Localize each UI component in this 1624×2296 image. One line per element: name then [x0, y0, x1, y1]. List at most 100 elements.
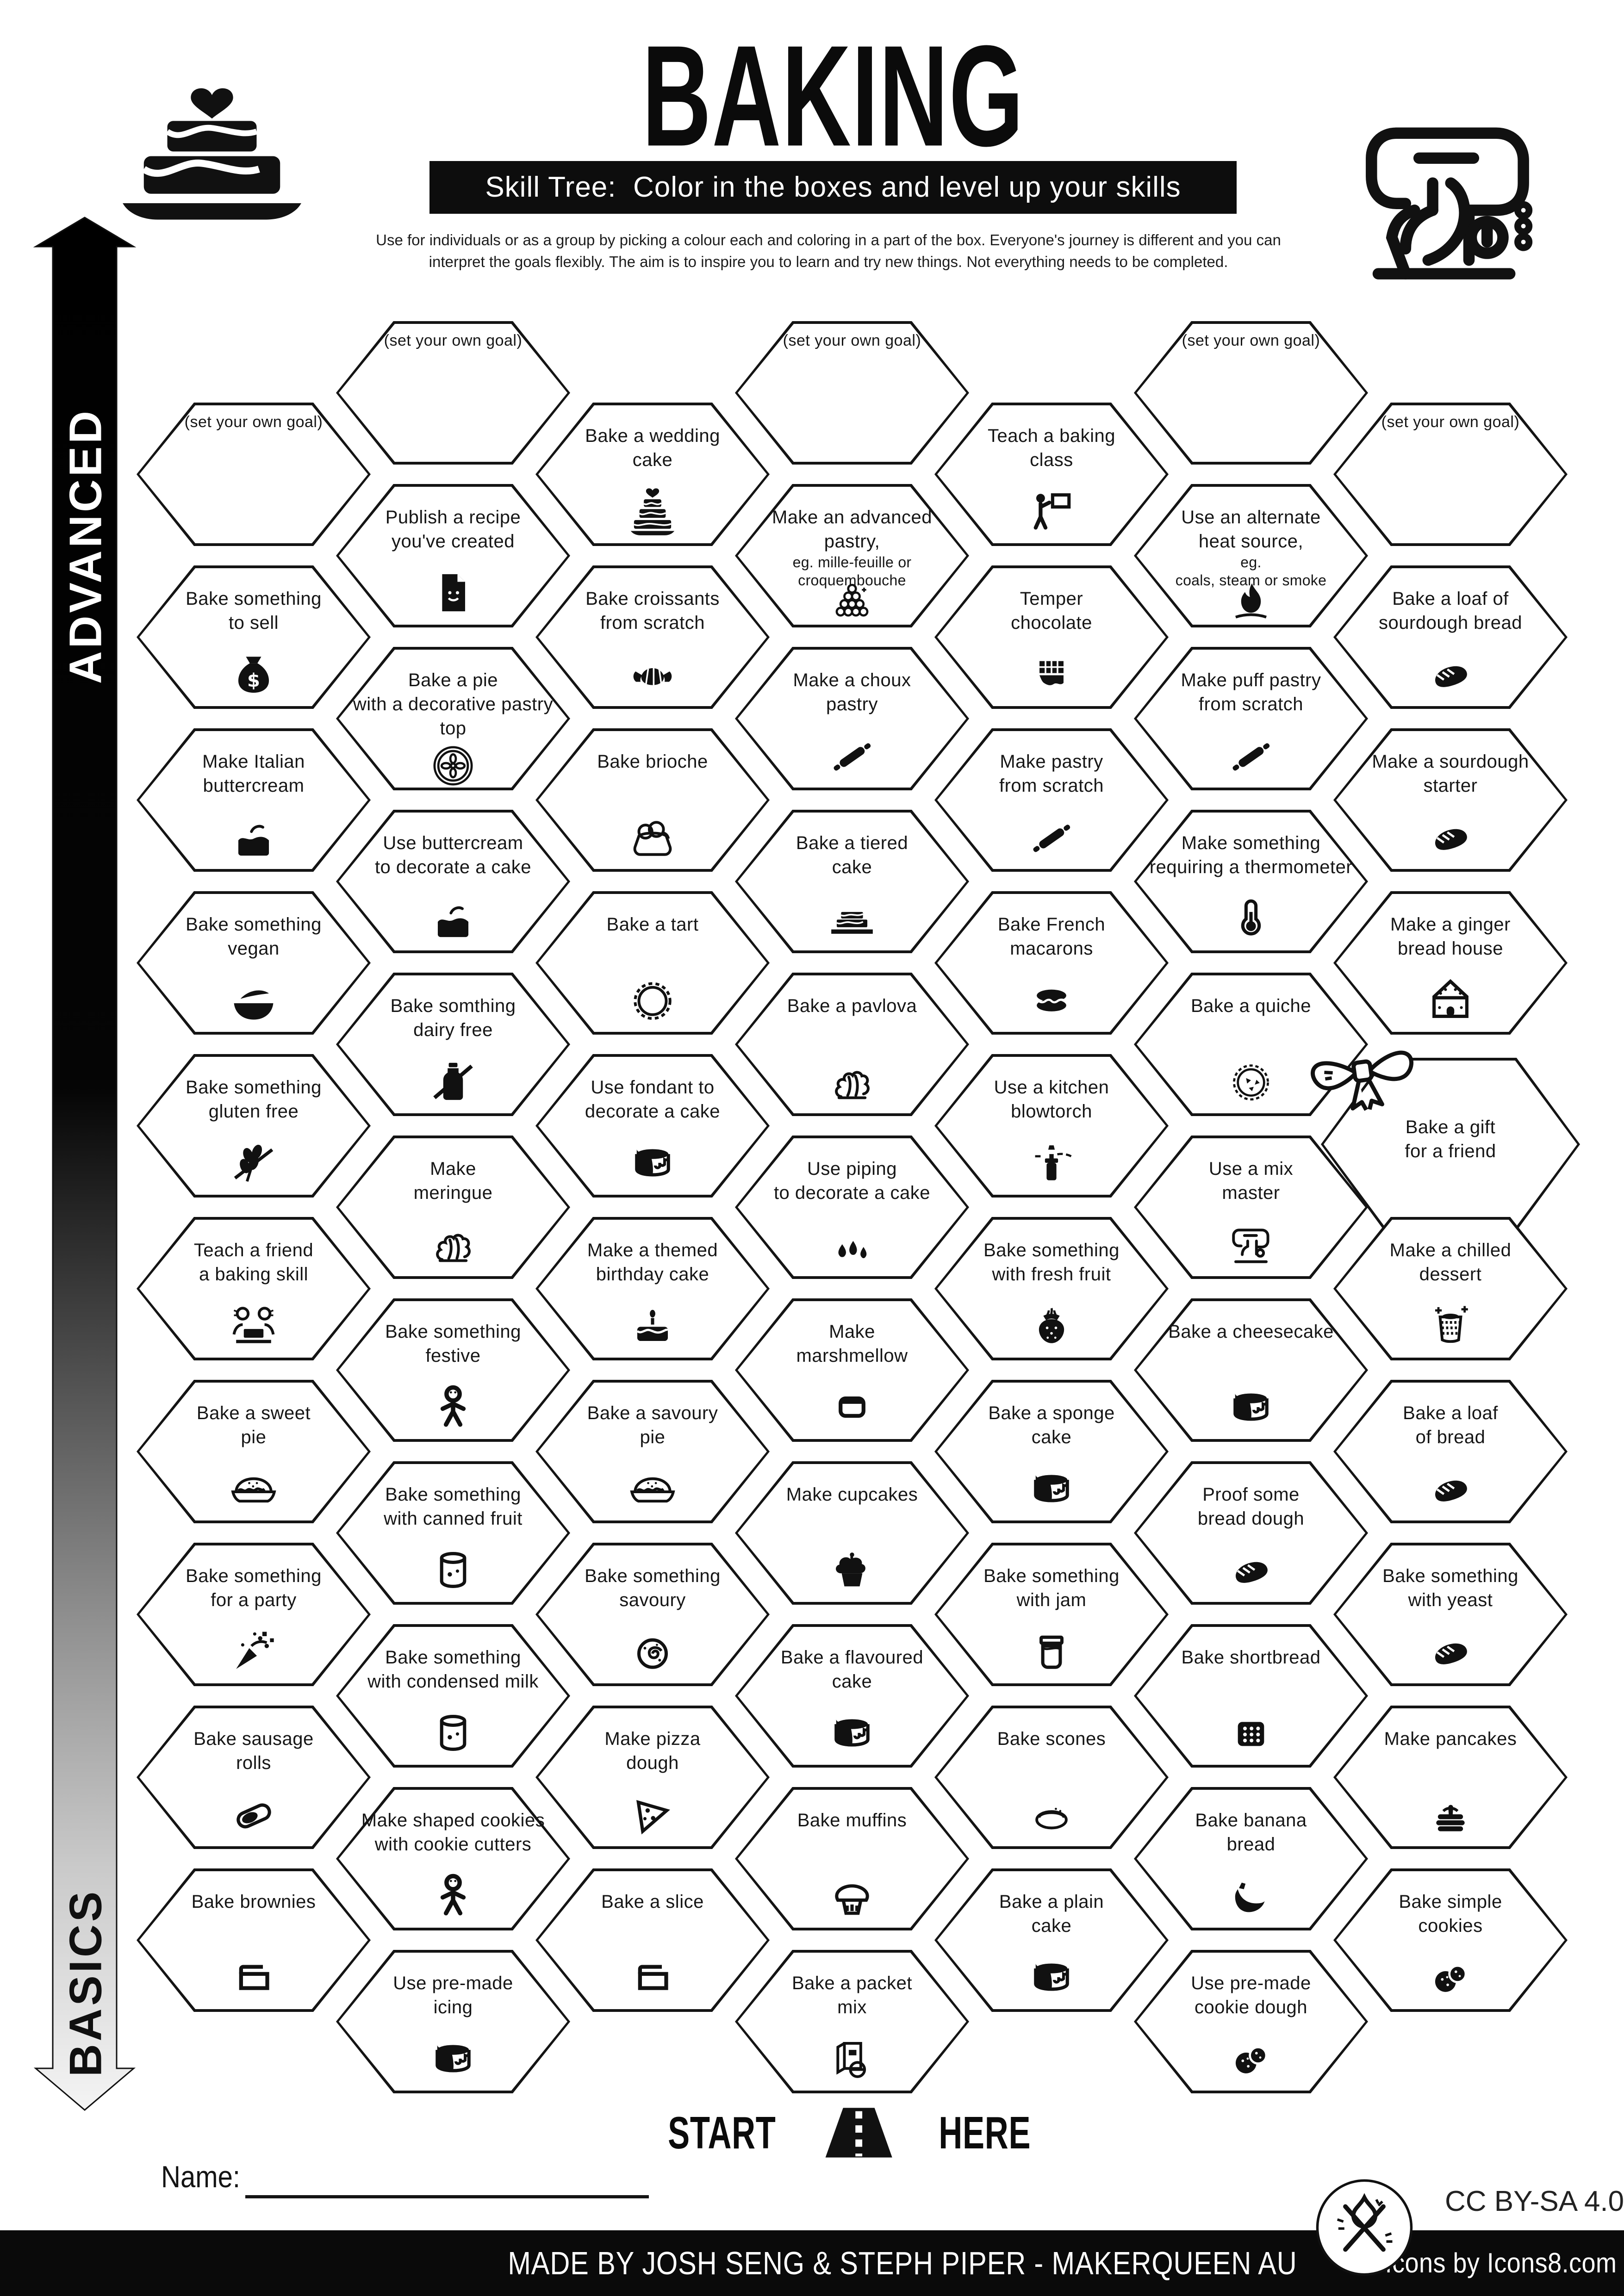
hex-text: Make a sourdough starter	[1333, 750, 1568, 798]
hex-bake-somthing-dairy-free[interactable]: Bake somthing dairy free	[336, 973, 570, 1116]
hex-fill	[538, 731, 767, 869]
hex-use-pre-made-icing[interactable]: Use pre-made icing	[336, 1950, 570, 2093]
hex-make-cupcakes[interactable]: Make cupcakes	[735, 1461, 969, 1605]
hex-make-puff-pastry-from-scratch[interactable]: Make puff pastry from scratch	[1134, 647, 1368, 790]
hex-bake-french-macarons[interactable]: Bake French macarons	[934, 891, 1169, 1035]
party-popper-icon	[226, 1624, 281, 1679]
hex-proof-some-bread-dough[interactable]: Proof some bread dough	[1134, 1461, 1368, 1605]
hex-text: Use piping to decorate a cake	[735, 1157, 969, 1205]
hex-bake-a-loaf-of-sourdough-bread[interactable]: Bake a loaf of sourdough bread	[1333, 565, 1568, 709]
hex-make-a-themed-birthday-cake[interactable]: Make a themed birthday cake	[535, 1217, 770, 1360]
hex-use-an-alternate-heat-source[interactable]: Use an alternate heat source, eg. coals, …	[1134, 484, 1368, 627]
hex-bake-simple-cookies[interactable]: Bake simple cookies	[1333, 1868, 1568, 2012]
hex-bake-a-gift-for-a-friend[interactable]: Bake a gift for a friend	[1311, 1050, 1580, 1231]
hex-bake-something-with-yeast[interactable]: Bake something with yeast	[1333, 1543, 1568, 1686]
chocolate-bar-icon	[1024, 647, 1079, 701]
hex-bake-something-with-canned-fruit[interactable]: Bake something with canned fruit	[336, 1461, 570, 1605]
hex-bake-a-flavoured-cake[interactable]: Bake a flavoured cake	[735, 1624, 969, 1768]
hex-make-something-requiring-a-thermometer[interactable]: Make something requiring a thermometer	[1134, 810, 1368, 953]
hex-make-shaped-cookies-with-cookie-cutters[interactable]: Make shaped cookies with cookie cutters	[336, 1787, 570, 1930]
hex-label: Bake something savoury	[585, 1566, 721, 1610]
hex-use-buttercream-to-decorate-a-cake[interactable]: Use buttercream to decorate a cake	[336, 810, 570, 953]
hex-set-your-own-goal[interactable]: (set your own goal)	[1333, 403, 1568, 546]
hex-text: Bake banana bread	[1134, 1808, 1368, 1856]
hex-bake-a-pie-with-a-decorative-pastry-top[interactable]: Bake a pie with a decorative pastry top	[336, 647, 570, 790]
canned-food-icon	[426, 1706, 480, 1760]
hex-bake-a-packet-mix[interactable]: Bake a packet mix	[735, 1950, 969, 2093]
hex-use-pre-made-cookie-dough[interactable]: Use pre-made cookie dough	[1134, 1950, 1368, 2093]
hex-label: Bake something with condensed milk	[367, 1647, 539, 1692]
hex-bake-something-festive[interactable]: Bake something festive	[336, 1298, 570, 1442]
hex-use-a-mix-master[interactable]: Use a mix master	[1134, 1136, 1368, 1279]
hex-bake-something-vegan[interactable]: Bake something vegan	[137, 891, 371, 1035]
cookies-icon	[1224, 2031, 1278, 2086]
pizza-slice-icon	[625, 1787, 680, 1842]
hex-bake-shortbread[interactable]: Bake shortbread	[1134, 1624, 1368, 1768]
hex-make-a-sourdough-starter[interactable]: Make a sourdough starter	[1333, 728, 1568, 872]
hex-use-fondant-to-decorate-a-cake[interactable]: Use fondant to decorate a cake	[535, 1054, 770, 1198]
hex-set-your-own-goal[interactable]: (set your own goal)	[1134, 321, 1368, 465]
hex-bake-something-savoury[interactable]: Bake something savoury	[535, 1543, 770, 1686]
hex-bake-a-cheesecake[interactable]: Bake a cheesecake	[1134, 1298, 1368, 1442]
hex-bake-a-sweet-pie[interactable]: Bake a sweet pie	[137, 1380, 371, 1523]
hex-use-piping-to-decorate-a-cake[interactable]: Use piping to decorate a cake	[735, 1136, 969, 1279]
hex-set-your-own-goal[interactable]: (set your own goal)	[137, 403, 371, 546]
hex-label: Bake something festive	[385, 1322, 521, 1366]
poster-subtitle: Skill Tree: Color in the boxes and level…	[485, 171, 1181, 203]
hex-make-italian-buttercream[interactable]: Make Italian buttercream	[137, 728, 371, 872]
hex-bake-muffins[interactable]: Bake muffins	[735, 1787, 969, 1930]
hex-make-an-advanced-pastry[interactable]: Make an advanced pastry, eg. mille-feuill…	[735, 484, 969, 627]
hex-bake-something-with-jam[interactable]: Bake something with jam	[934, 1543, 1169, 1686]
hex-text: Bake a cheesecake	[1134, 1320, 1368, 1344]
hex-text: Bake brioche	[535, 750, 770, 774]
hex-text: Bake brownies	[137, 1890, 371, 1914]
hex-set-your-own-goal[interactable]: (set your own goal)	[735, 321, 969, 465]
baking-tray-icon	[226, 1950, 281, 2004]
hex-use-a-kitchen-blowtorch[interactable]: Use a kitchen blowtorch	[934, 1054, 1169, 1198]
hex-make-meringue[interactable]: Make meringue	[336, 1136, 570, 1279]
maker-tools-icon	[1316, 2179, 1413, 2276]
hex-publish-a-recipe-you-ve-created[interactable]: Publish a recipe you've created	[336, 484, 570, 627]
hex-make-a-choux-pastry[interactable]: Make a choux pastry	[735, 647, 969, 790]
hex-bake-a-wedding-cake[interactable]: Bake a wedding cake	[535, 403, 770, 546]
hex-bake-something-for-a-party[interactable]: Bake something for a party	[137, 1543, 371, 1686]
hex-set-your-own-goal[interactable]: (set your own goal)	[336, 321, 570, 465]
hex-bake-a-pavlova[interactable]: Bake a pavlova	[735, 973, 969, 1116]
hex-text: Teach a friend a baking skill	[137, 1238, 371, 1286]
hex-bake-something-to-sell[interactable]: Bake something to sell $	[137, 565, 371, 709]
hex-label: (set your own goal)	[184, 413, 323, 431]
hex-label: Make puff pastry from scratch	[1181, 670, 1321, 714]
hex-bake-a-loaf-of-bread[interactable]: Bake a loaf of bread	[1333, 1380, 1568, 1523]
hex-bake-a-savoury-pie[interactable]: Bake a savoury pie	[535, 1380, 770, 1523]
hex-bake-a-tiered-cake[interactable]: Bake a tiered cake	[735, 810, 969, 953]
hex-bake-something-with-condensed-milk[interactable]: Bake something with condensed milk	[336, 1624, 570, 1768]
hex-fill	[538, 1383, 767, 1520]
hex-bake-a-sponge-cake[interactable]: Bake a sponge cake	[934, 1380, 1169, 1523]
hex-make-pastry-from-scratch[interactable]: Make pastry from scratch	[934, 728, 1169, 872]
hex-make-pancakes[interactable]: Make pancakes	[1333, 1706, 1568, 1849]
hex-bake-something-with-fresh-fruit[interactable]: Bake something with fresh fruit	[934, 1217, 1169, 1360]
hex-teach-a-baking-class[interactable]: Teach a baking class	[934, 403, 1169, 546]
hex-teach-a-friend-a-baking-skill[interactable]: Teach a friend a baking skill	[137, 1217, 371, 1360]
hex-bake-brownies[interactable]: Bake brownies	[137, 1868, 371, 2012]
hex-make-pizza-dough[interactable]: Make pizza dough	[535, 1706, 770, 1849]
name-fill-line	[245, 2195, 649, 2198]
hex-bake-a-slice[interactable]: Bake a slice	[535, 1868, 770, 2012]
hex-label: Use a mix master	[1208, 1159, 1294, 1203]
hex-bake-a-tart[interactable]: Bake a tart	[535, 891, 770, 1035]
hex-bake-something-gluten-free[interactable]: Bake something gluten free	[137, 1054, 371, 1198]
hex-bake-banana-bread[interactable]: Bake banana bread	[1134, 1787, 1368, 1930]
hex-text: (set your own goal)	[336, 330, 570, 351]
hex-bake-sausage-rolls[interactable]: Bake sausage rolls	[137, 1706, 371, 1849]
canned-food-icon	[426, 1543, 480, 1597]
hex-bake-croissants-from-scratch[interactable]: Bake croissants from scratch	[535, 565, 770, 709]
hex-bake-brioche[interactable]: Bake brioche	[535, 728, 770, 872]
hex-make-marshmellow[interactable]: Make marshmellow	[735, 1298, 969, 1442]
hex-bake-scones[interactable]: Bake scones	[934, 1706, 1169, 1849]
hex-fill	[139, 1383, 368, 1520]
hex-temper-chocolate[interactable]: Temper chocolate	[934, 565, 1169, 709]
hex-make-a-chilled-dessert[interactable]: Make a chilled dessert	[1333, 1217, 1568, 1360]
hex-make-a-ginger-bread-house[interactable]: Make a ginger bread house	[1333, 891, 1568, 1035]
hex-bake-a-plain-cake[interactable]: Bake a plain cake	[934, 1868, 1169, 2012]
hex-bake-a-quiche[interactable]: Bake a quiche	[1134, 973, 1368, 1116]
